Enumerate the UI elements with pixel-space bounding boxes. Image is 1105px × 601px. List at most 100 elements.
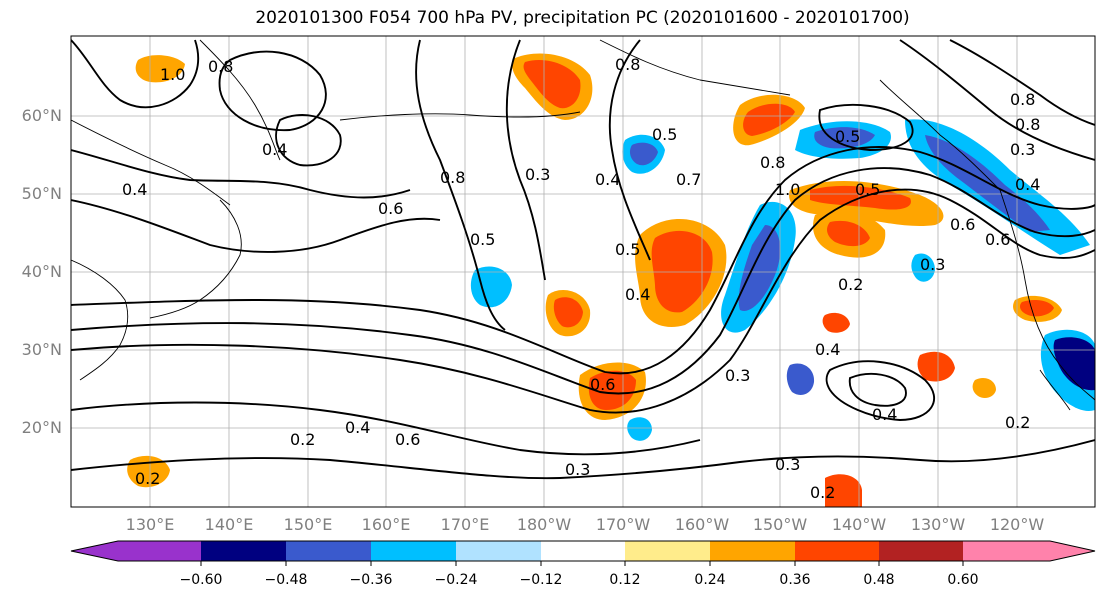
- contour-subtropic-1: [71, 401, 701, 456]
- map-title: 2020101300 F054 700 hPa PV, precipitatio…: [255, 8, 910, 28]
- map-frame: [70, 35, 1096, 508]
- contour-trough-1: [608, 39, 651, 261]
- shade-subtropical-core: [588, 370, 636, 410]
- coast-korea-china: [71, 259, 129, 381]
- colorbar-swatch: [795, 541, 879, 561]
- contour-label: 0.2: [135, 469, 160, 488]
- contour-loop-hawaii-inner: [848, 372, 907, 407]
- graticule: [71, 36, 1095, 507]
- lat-label: 50°N: [21, 184, 62, 203]
- contour-label: 0.5: [615, 240, 640, 259]
- contour-label: 0.2: [1005, 413, 1030, 432]
- coast-aleutians: [339, 111, 581, 121]
- contour-label: 0.4: [595, 170, 620, 189]
- shade-west-pacific-core: [553, 297, 583, 328]
- shade-aleutian-core: [743, 103, 795, 136]
- coast-us-west: [999, 189, 1095, 401]
- coast-japan: [149, 199, 242, 319]
- contour-label: 0.4: [815, 340, 840, 359]
- shade-tropical-positive-3: [825, 474, 862, 507]
- contour-label-layer: 0.8 1.0 0.4 0.8 0.6 0.4 0.8 0.3 0.5 0.4 …: [122, 55, 1040, 502]
- colorbar-tick-label: 0.60: [947, 572, 979, 588]
- contour-label: 1.0: [160, 65, 185, 84]
- coast-bc: [879, 79, 1001, 191]
- contour-label: 0.5: [835, 127, 860, 146]
- contour-label: 0.4: [262, 140, 287, 159]
- contour-label: 0.8: [1015, 115, 1040, 134]
- shade-ca-coast-core: [1020, 300, 1054, 317]
- contour-loop-okhotsk: [275, 114, 342, 167]
- colorbar-tick-label: −0.48: [264, 572, 308, 588]
- lon-label: 140°W: [831, 515, 887, 534]
- contour-east-north: [899, 39, 1095, 161]
- lon-label: 120°W: [989, 515, 1045, 534]
- lon-label: 170°W: [595, 515, 651, 534]
- contour-loop-gulf: [818, 104, 914, 151]
- contour-label: 0.2: [810, 483, 835, 502]
- lon-label: 140°E: [204, 515, 254, 534]
- contour-label: 0.4: [345, 418, 370, 437]
- contour-label: 0.4: [1015, 175, 1040, 194]
- colorbar-swatch: [541, 541, 625, 561]
- coast-alaska: [599, 39, 791, 96]
- contour-label: 0.2: [290, 430, 315, 449]
- lon-label: 160°W: [674, 515, 730, 534]
- lat-label: 20°N: [21, 418, 62, 437]
- colorbar-tick-label: −0.24: [434, 572, 478, 588]
- colorbar-swatch: [71, 541, 201, 561]
- colorbar-tick-label: −0.12: [519, 572, 563, 588]
- contour-label: 0.5: [652, 125, 677, 144]
- colorbar-swatch: [879, 541, 963, 561]
- contour-subtropic-2: [71, 439, 1095, 480]
- coast-kamchatka: [199, 39, 281, 161]
- contour-label: 0.3: [920, 255, 945, 274]
- contour-jet-3: [71, 146, 1095, 375]
- shade-small-positive-2: [972, 378, 996, 398]
- shade-gulf-alaska-core: [814, 127, 875, 149]
- contour-label: 0.4: [872, 405, 897, 424]
- colorbar-tick-label: 0.48: [863, 572, 895, 588]
- contour-east-north-2: [949, 39, 1095, 126]
- contour-ridge-1: [415, 39, 506, 331]
- contour-label: 0.3: [775, 455, 800, 474]
- lon-label: 130°E: [125, 515, 175, 534]
- lat-label: 30°N: [21, 340, 62, 359]
- coast-mexico: [1039, 369, 1071, 411]
- contour-west-1: [71, 199, 441, 253]
- contour-label: 0.4: [625, 285, 650, 304]
- contour-label: 0.6: [950, 215, 975, 234]
- shade-tropical-positive-2: [917, 351, 955, 382]
- contour-label: 0.5: [470, 230, 495, 249]
- shade-small-positive-1: [822, 312, 850, 333]
- shade-central-pacific-core: [738, 225, 781, 311]
- contour-label: 0.8: [208, 57, 233, 76]
- shade-tropical-negative-1: [786, 363, 815, 395]
- contour-ridge-2: [505, 39, 546, 281]
- contour-label: 0.7: [676, 170, 701, 189]
- shade-small-negative-3: [911, 253, 935, 282]
- colorbar-tick-label: −0.36: [349, 572, 393, 588]
- shade-west-central-negative: [470, 266, 512, 308]
- colorbar-swatch: [963, 541, 1095, 561]
- coast-sea-of-okhotsk: [71, 119, 231, 206]
- contour-label: 0.3: [525, 165, 550, 184]
- coastlines: [71, 39, 1095, 411]
- lon-label: 150°W: [752, 515, 808, 534]
- colorbar-outline: [70, 540, 1096, 562]
- contour-west-2: [71, 149, 411, 199]
- lon-label: 150°E: [283, 515, 333, 534]
- contour-label: 1.0: [775, 180, 800, 199]
- contour-label: 0.3: [725, 366, 750, 385]
- colorbar: [70, 540, 1096, 566]
- lat-label: 60°N: [21, 106, 62, 125]
- colorbar-swatch: [710, 541, 795, 561]
- colorbar-swatch: [456, 541, 541, 561]
- colorbar-tick-label: 0.36: [779, 572, 811, 588]
- shade-baja-core: [1053, 337, 1095, 391]
- colorbar-swatch: [625, 541, 710, 561]
- contour-arctic-1: [71, 39, 200, 109]
- colorbar-swatch: [371, 541, 456, 561]
- contour-label: 0.3: [565, 460, 590, 479]
- contour-label: 0.6: [985, 230, 1010, 249]
